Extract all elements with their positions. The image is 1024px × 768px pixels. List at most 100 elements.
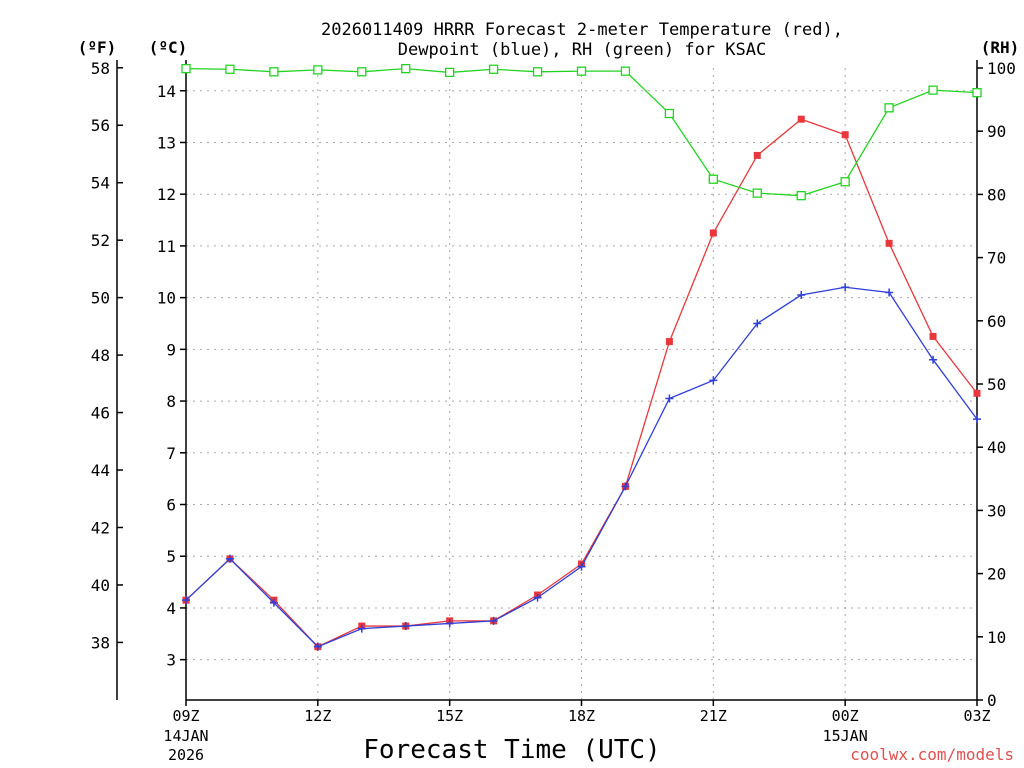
data-point-dewpoint (797, 291, 806, 300)
data-point-dewpoint (489, 616, 498, 625)
data-point-dewpoint (269, 598, 278, 607)
data-point-temperature (973, 389, 981, 397)
x-tick-label: 15Z (436, 707, 463, 725)
x-axis-label: Forecast Time (UTC) (363, 735, 660, 765)
data-point-dewpoint (445, 619, 454, 628)
data-point-rh (884, 103, 894, 113)
x-year-label: 2026 (168, 746, 204, 764)
y-rh-tick-label: 30 (987, 501, 1006, 520)
data-point-rh (796, 191, 806, 201)
data-point-rh (488, 64, 499, 74)
y-fahrenheit-tick-label: 52 (91, 231, 110, 250)
watermark: coolwx.com/models (850, 745, 1014, 764)
y-rh-tick-label: 10 (987, 628, 1006, 647)
data-point-rh (840, 177, 850, 187)
data-point-dewpoint (841, 283, 850, 292)
data-point-temperature (665, 338, 673, 346)
unit-label-rh: (RH) (981, 38, 1020, 57)
data-point-rh (181, 63, 191, 74)
y-celsius-tick-label: 5 (166, 547, 176, 566)
data-point-rh (225, 64, 235, 74)
y-fahrenheit-tick-label: 58 (91, 59, 110, 78)
y-celsius-tick-label: 6 (166, 496, 176, 515)
y-rh-tick-label: 70 (987, 249, 1006, 268)
x-tick-label: 21Z (700, 707, 727, 725)
y-fahrenheit-tick-label: 38 (91, 633, 110, 652)
data-point-temperature (709, 229, 717, 237)
x-tick-label: 09Z (172, 707, 199, 725)
y-celsius-tick-label: 12 (157, 185, 176, 204)
y-celsius-tick-label: 7 (166, 444, 176, 463)
series (181, 63, 982, 651)
data-point-dewpoint (533, 593, 542, 602)
data-point-dewpoint (357, 624, 366, 633)
x-date-label: 15JAN (823, 727, 868, 745)
data-point-temperature (797, 115, 805, 123)
data-point-rh (401, 63, 411, 74)
y-fahrenheit-tick-label: 48 (91, 346, 110, 365)
x-tick-label: 03Z (963, 707, 990, 725)
data-point-rh (752, 188, 762, 198)
data-point-temperature (753, 151, 761, 159)
data-point-dewpoint (401, 622, 410, 631)
y-fahrenheit-tick-label: 54 (91, 174, 110, 193)
grid-lines (186, 68, 977, 700)
y-fahrenheit-tick-label: 44 (91, 461, 110, 480)
data-point-temperature (885, 239, 893, 247)
data-point-dewpoint (665, 394, 674, 403)
data-point-rh (269, 67, 279, 77)
y-fahrenheit-tick-label: 56 (91, 116, 110, 135)
data-point-dewpoint (225, 554, 234, 563)
x-tick-label: 12Z (304, 707, 331, 725)
y-rh-tick-label: 100 (987, 59, 1016, 78)
data-point-rh (313, 65, 323, 75)
x-date-label: 14JAN (163, 727, 208, 745)
data-point-dewpoint (885, 288, 894, 297)
y-celsius-tick-label: 11 (157, 237, 176, 256)
chart-title-line1: 2026011409 HRRR Forecast 2-meter Tempera… (321, 20, 843, 40)
y-rh-tick-label: 40 (987, 438, 1006, 457)
data-point-rh (664, 108, 675, 119)
y-celsius-tick-label: 10 (157, 289, 176, 308)
data-point-dewpoint (929, 355, 938, 364)
data-point-dewpoint (577, 562, 586, 571)
data-point-rh (576, 66, 587, 76)
data-point-rh (357, 67, 367, 77)
x-tick-label: 18Z (568, 707, 595, 725)
data-point-rh (928, 85, 938, 95)
y-rh-tick-label: 20 (987, 565, 1006, 584)
data-point-dewpoint (973, 415, 981, 424)
y-celsius-tick-label: 13 (157, 133, 176, 152)
y-celsius-tick-label: 4 (166, 599, 176, 618)
data-point-dewpoint (313, 642, 322, 651)
chart-title-line2: Dewpoint (blue), RH (green) for KSAC (398, 40, 766, 60)
data-point-dewpoint (753, 319, 762, 328)
y-rh-tick-label: 0 (987, 691, 997, 710)
unit-label-fahrenheit: (ºF) (78, 38, 117, 57)
y-celsius-tick-label: 9 (166, 340, 176, 359)
y-rh-tick-label: 80 (987, 185, 1006, 204)
y-celsius-tick-label: 8 (166, 392, 176, 411)
data-point-rh (445, 67, 455, 78)
x-tick-label: 00Z (832, 707, 859, 725)
data-point-temperature (841, 131, 849, 139)
axes (116, 60, 978, 701)
data-point-rh (708, 174, 718, 184)
data-point-dewpoint (709, 376, 718, 385)
data-point-rh (620, 66, 631, 76)
y-fahrenheit-tick-label: 50 (91, 289, 110, 308)
y-fahrenheit-tick-label: 42 (91, 518, 110, 537)
y-fahrenheit-tick-label: 46 (91, 404, 110, 423)
y-celsius-tick-label: 3 (166, 651, 176, 670)
data-point-temperature (929, 332, 937, 340)
y-rh-tick-label: 60 (987, 312, 1006, 331)
y-celsius-tick-label: 14 (157, 82, 176, 101)
y-rh-tick-label: 90 (987, 122, 1006, 141)
data-point-rh (532, 67, 543, 77)
unit-label-celsius: (ºC) (149, 38, 188, 57)
y-fahrenheit-tick-label: 40 (91, 576, 110, 595)
data-point-dewpoint (182, 596, 190, 605)
y-rh-tick-label: 50 (987, 375, 1006, 394)
